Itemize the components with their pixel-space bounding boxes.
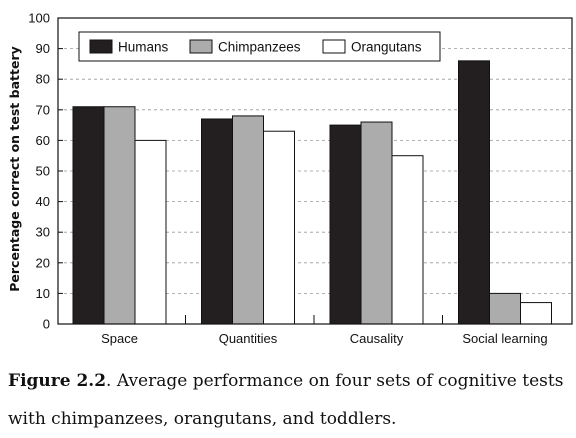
figure-caption: Figure 2.2. Average performance on four … [8, 362, 568, 438]
bar [201, 118, 233, 325]
bar [489, 292, 521, 325]
bar [360, 121, 393, 325]
axes: 0 10 20 30 40 50 60 70 80 90 100 Space Quantities Cau… [28, 11, 573, 346]
y-tick-label: 20 [36, 255, 50, 270]
legend-label: Humans [118, 40, 169, 55]
legend: Humans Chimpanzees Orangutans [78, 31, 441, 62]
y-tick-label: 60 [36, 133, 50, 148]
plot-frame [57, 17, 573, 325]
legend-label: Orangutans [351, 40, 422, 55]
legend-swatch [322, 39, 346, 54]
y-tick-label: 50 [36, 164, 50, 179]
y-tick-label: 70 [36, 102, 50, 117]
y-tick-label: 40 [36, 194, 50, 209]
caption-label: Figure 2.2 [8, 371, 107, 391]
x-tick-label: Social learning [462, 331, 547, 346]
bar [329, 124, 362, 325]
y-tick-label: 30 [36, 225, 50, 240]
y-tick-label: 100 [28, 11, 50, 26]
y-axis-label: Percentage correct on test battery [7, 46, 22, 292]
legend-swatch [189, 39, 213, 54]
legend-box [78, 31, 441, 62]
y-tick-label: 80 [36, 72, 50, 87]
bar [263, 130, 295, 325]
bar [520, 302, 552, 325]
bar [391, 155, 424, 325]
bars [72, 60, 552, 325]
legend-swatch [89, 39, 113, 54]
bar [134, 139, 167, 325]
y-tick-label: 90 [36, 41, 50, 56]
bar [103, 106, 136, 325]
bar [232, 115, 264, 325]
x-tick-label: Space [101, 331, 138, 346]
bar-chart: 0 10 20 30 40 50 60 70 80 90 100 Space Quantities Cau… [7, 11, 573, 346]
bar [72, 106, 105, 325]
x-tick-label: Quantities [219, 331, 278, 346]
x-tick-label: Causality [350, 331, 404, 346]
y-tick-label: 0 [43, 317, 50, 332]
caption-text: . Average performance on four sets of co… [8, 371, 564, 429]
legend-label: Chimpanzees [218, 40, 301, 55]
y-tick-label: 10 [36, 286, 50, 301]
bar [458, 60, 490, 325]
